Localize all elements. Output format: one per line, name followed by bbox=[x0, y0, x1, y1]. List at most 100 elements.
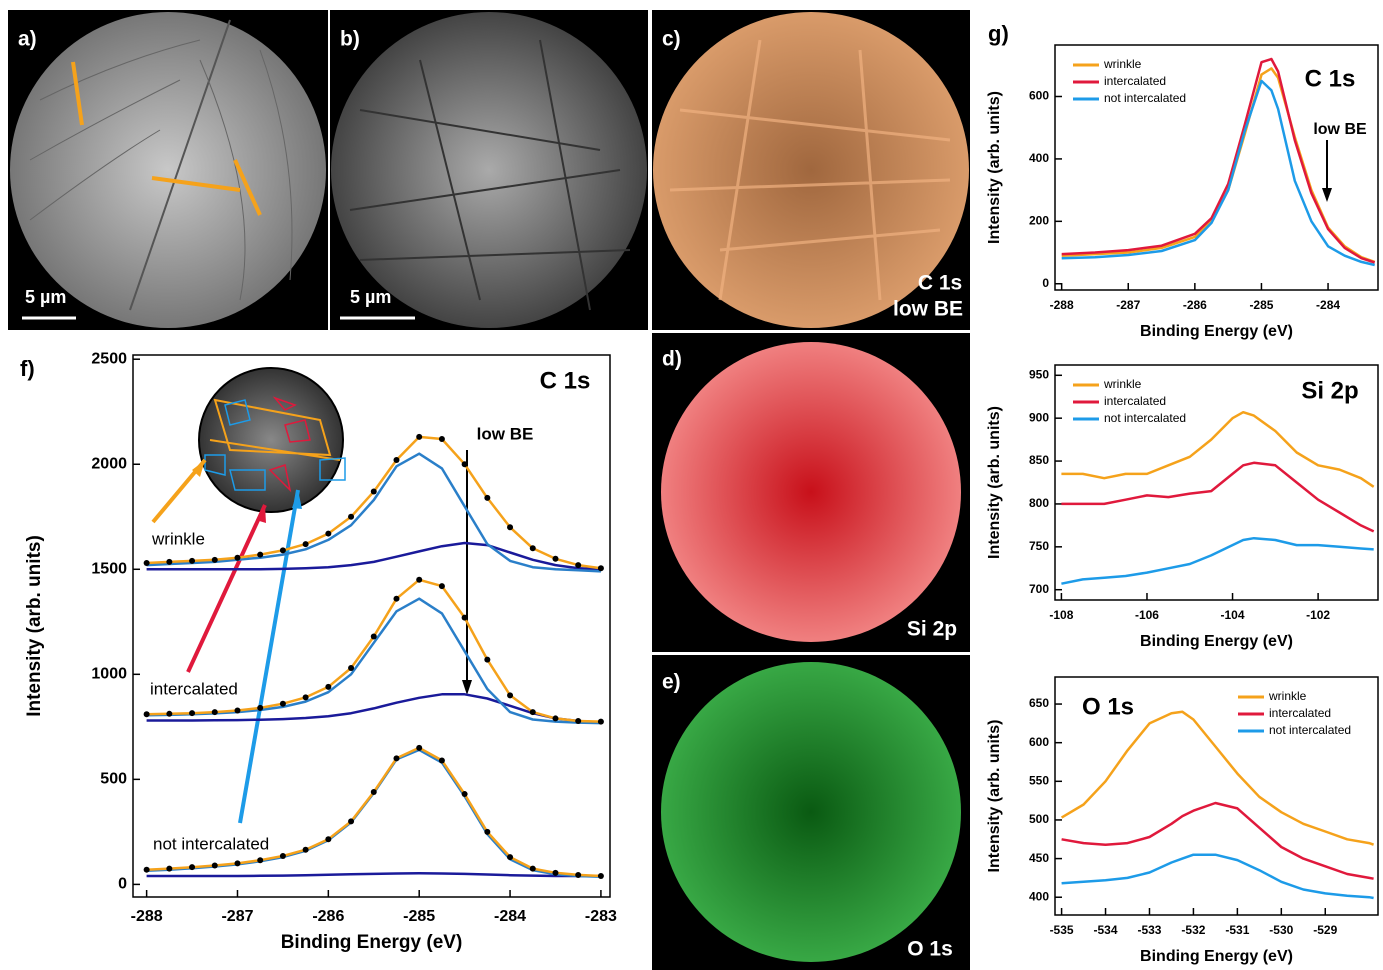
plot-frame bbox=[1054, 676, 1379, 916]
y-tick-label: 400 bbox=[1029, 151, 1049, 165]
data-point bbox=[507, 692, 514, 699]
y-tick-label: 0 bbox=[1042, 276, 1049, 290]
data-point bbox=[416, 576, 423, 583]
series-line bbox=[146, 872, 601, 878]
y-tick-label: 550 bbox=[1029, 773, 1049, 787]
data-point bbox=[166, 558, 173, 565]
panel-label: c) bbox=[662, 28, 681, 51]
data-point bbox=[393, 755, 400, 762]
data-point bbox=[438, 757, 445, 764]
data-point bbox=[257, 704, 264, 711]
y-tick-label: 1000 bbox=[91, 666, 127, 683]
legend-label: not intercalated bbox=[1104, 411, 1186, 425]
annotation: wrinkle bbox=[151, 529, 205, 548]
data-point bbox=[279, 700, 286, 707]
x-tick-label: -286 bbox=[1183, 298, 1207, 312]
annotation: not intercalated bbox=[153, 834, 269, 853]
series-line bbox=[1060, 710, 1375, 846]
data-point bbox=[461, 791, 468, 798]
x-tick-label: -535 bbox=[1050, 923, 1074, 937]
legend-label: intercalated bbox=[1104, 394, 1166, 408]
data-point bbox=[325, 683, 332, 690]
y-tick-label: 2500 bbox=[91, 350, 127, 367]
legend-label: wrinkle bbox=[1103, 57, 1142, 71]
x-tick-label: -104 bbox=[1221, 608, 1245, 622]
data-point bbox=[325, 530, 332, 537]
data-point bbox=[461, 614, 468, 621]
y-axis-label: Intensity (arb. units) bbox=[986, 720, 1003, 873]
chart-title: Si 2p bbox=[1301, 377, 1358, 404]
legend-label: not intercalated bbox=[1269, 723, 1351, 737]
y-tick-label: 0 bbox=[118, 876, 127, 893]
x-axis-label: Binding Energy (eV) bbox=[1140, 948, 1293, 965]
x-tick-label: -286 bbox=[312, 908, 344, 925]
chart-title: C 1s bbox=[540, 367, 591, 394]
panel-e: e) O 1s bbox=[652, 655, 970, 970]
x-tick-label: -530 bbox=[1269, 923, 1293, 937]
panel-label: a) bbox=[18, 28, 37, 51]
series-line bbox=[146, 597, 601, 725]
data-point bbox=[370, 633, 377, 640]
plot-frame bbox=[1054, 364, 1379, 601]
y-tick-label: 1500 bbox=[91, 560, 127, 577]
caption: O 1s bbox=[907, 938, 953, 961]
panel-label: b) bbox=[340, 28, 360, 51]
y-tick-label: 500 bbox=[1029, 812, 1049, 826]
legend-label: wrinkle bbox=[1268, 689, 1307, 703]
x-axis-label: Binding Energy (eV) bbox=[281, 932, 463, 953]
y-tick-label: 700 bbox=[1029, 582, 1049, 596]
data-point bbox=[302, 541, 309, 548]
x-axis-label: Binding Energy (eV) bbox=[1140, 633, 1293, 650]
data-point bbox=[597, 565, 604, 572]
data-point bbox=[529, 865, 536, 872]
series-line bbox=[1061, 79, 1375, 267]
x-tick-label: -106 bbox=[1135, 608, 1159, 622]
panel-label: e) bbox=[662, 671, 681, 694]
y-tick-label: 900 bbox=[1029, 410, 1049, 424]
data-point bbox=[507, 854, 514, 861]
data-point bbox=[552, 715, 559, 722]
y-tick-label: 500 bbox=[100, 771, 127, 788]
data-point bbox=[143, 866, 150, 873]
data-point bbox=[393, 457, 400, 464]
data-point bbox=[189, 710, 196, 717]
x-axis-label: Binding Energy (eV) bbox=[1140, 323, 1293, 340]
x-tick-label: -288 bbox=[131, 908, 163, 925]
data-point bbox=[552, 555, 559, 562]
scale-label: 5 µm bbox=[25, 287, 66, 307]
data-point bbox=[302, 846, 309, 853]
data-point bbox=[143, 711, 150, 718]
data-point bbox=[279, 853, 286, 860]
panel-label: f) bbox=[20, 356, 35, 381]
data-point bbox=[234, 860, 241, 867]
legend-label: wrinkle bbox=[1103, 377, 1142, 391]
x-tick-label: -288 bbox=[1050, 298, 1074, 312]
legend-label: intercalated bbox=[1104, 74, 1166, 88]
data-point bbox=[529, 545, 536, 552]
data-point bbox=[166, 710, 173, 717]
series-line bbox=[146, 693, 601, 724]
caption: Si 2p bbox=[907, 618, 957, 641]
data-point bbox=[597, 718, 604, 725]
series-line bbox=[1061, 853, 1374, 900]
x-tick-label: -284 bbox=[494, 908, 526, 925]
x-tick-label: -287 bbox=[1116, 298, 1140, 312]
inset bbox=[151, 140, 1332, 824]
x-tick-label: -283 bbox=[585, 908, 617, 925]
data-point bbox=[166, 865, 173, 872]
scale-label: 5 µm bbox=[350, 287, 391, 307]
x-tick-label: -285 bbox=[1249, 298, 1273, 312]
series-line bbox=[146, 452, 601, 573]
y-axis-label: Intensity (arb. units) bbox=[986, 406, 1003, 559]
data-point bbox=[575, 717, 582, 724]
data-point bbox=[234, 554, 241, 561]
caption: low BE bbox=[893, 298, 963, 321]
y-tick-label: 850 bbox=[1029, 453, 1049, 467]
data-point bbox=[257, 551, 264, 558]
y-axis-label: Intensity (arb. units) bbox=[24, 535, 45, 717]
series-line bbox=[1061, 536, 1374, 585]
y-tick-label: 750 bbox=[1029, 539, 1049, 553]
panel-label: g) bbox=[988, 21, 1009, 46]
data-point bbox=[484, 656, 491, 663]
